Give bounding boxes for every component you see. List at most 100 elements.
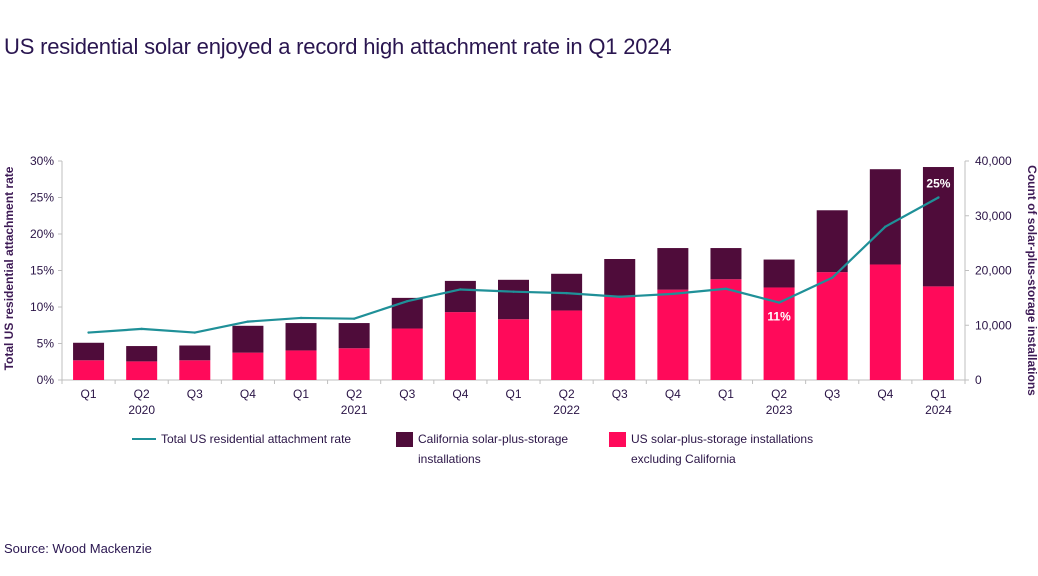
bar-us-excl-california [869, 264, 901, 380]
line-point [459, 288, 462, 291]
x-tick-label: Q4 [877, 387, 893, 401]
x-tick-label: Q4 [240, 387, 256, 401]
bar-california [391, 297, 423, 329]
y-axis-title-left: Total US residential attachment rate [2, 166, 16, 370]
bar-us-excl-california [232, 352, 264, 380]
bar-california [444, 280, 476, 313]
bar-us-excl-california [391, 328, 423, 380]
line-point [140, 327, 143, 331]
x-year-label: 2020 [128, 403, 155, 417]
x-year-label: 2023 [766, 403, 793, 417]
chart-line [87, 196, 940, 334]
legend-line-swatch [132, 438, 156, 440]
x-tick-label: Q1 [505, 387, 521, 401]
bar-california [816, 210, 848, 273]
line-point [831, 276, 834, 279]
x-tick-label: Q3 [187, 387, 203, 401]
bar-california [604, 259, 636, 296]
bar-us-excl-california [922, 286, 954, 380]
line-point [512, 290, 515, 293]
bar-us-excl-california [604, 295, 636, 380]
y-tick-label-right: 20,000 [975, 264, 1012, 278]
y-tick-label-right: 40,000 [975, 154, 1012, 168]
bar-us-excl-california [179, 360, 211, 380]
legend-label: Total US residential attachment rate [161, 432, 352, 446]
line-point [246, 320, 250, 323]
bar-california [657, 248, 689, 290]
x-year-label: 2022 [553, 403, 580, 417]
bar-us-excl-california [126, 361, 158, 380]
y-tick-label-left: 0% [37, 373, 55, 387]
x-tick-label: Q1 [930, 387, 946, 401]
bar-california [73, 342, 105, 361]
x-tick-label: Q2 [771, 387, 787, 401]
line-point [565, 291, 568, 295]
line-point [299, 316, 303, 320]
bar-california [710, 248, 742, 280]
bar-us-excl-california [710, 279, 742, 380]
chart-bars [73, 167, 954, 380]
x-tick-label: Q2 [559, 387, 575, 401]
source-note: Source: Wood Mackenzie [4, 541, 152, 556]
x-year-label: 2021 [341, 403, 368, 417]
x-tick-label: Q1 [293, 387, 309, 401]
y-tick-label-left: 25% [30, 191, 54, 205]
chart-labels: 11% 25% [767, 177, 950, 324]
line-point [884, 225, 887, 228]
bar-us-excl-california [816, 272, 848, 380]
x-tick-label: Q3 [399, 387, 415, 401]
x-tick-label: Q2 [346, 387, 362, 401]
x-tick-label: Q1 [718, 387, 734, 401]
line-point [618, 295, 621, 298]
legend-bar-swatch [396, 432, 413, 447]
x-tick-label: Q1 [81, 387, 97, 401]
y-tick-label-right: 10,000 [975, 318, 1012, 332]
data-label: 25% [926, 177, 950, 191]
x-tick-label: Q2 [134, 387, 150, 401]
line-point [406, 299, 409, 303]
y-tick-label-right: 30,000 [975, 209, 1012, 223]
y-tick-label-left: 5% [37, 337, 55, 351]
line-point [777, 301, 781, 304]
line-point [937, 196, 940, 199]
line-point [724, 287, 728, 290]
line-point [671, 292, 675, 296]
bar-california [869, 169, 901, 265]
bar-california [498, 279, 529, 320]
x-tick-label: Q4 [452, 387, 468, 401]
bar-california [179, 345, 211, 361]
bar-us-excl-california [338, 348, 370, 380]
bar-california [922, 167, 954, 287]
line-point [352, 317, 356, 320]
legend-label: California solar-plus-storage installati… [418, 432, 569, 466]
bar-california [338, 323, 370, 349]
bar-us-excl-california [763, 287, 795, 380]
line-point [87, 331, 90, 334]
y-tick-label-left: 20% [30, 227, 54, 241]
bar-california [285, 323, 317, 351]
bar-us-excl-california [498, 319, 529, 380]
chart-axes: 0% 5% 10% 15% 20% 25% 30% 0 10,000 20,000 30,000 40… [2, 154, 1038, 417]
data-label: 11% [767, 310, 791, 324]
y-tick-label-left: 30% [30, 154, 54, 168]
bar-california [232, 325, 264, 353]
line-point [193, 331, 196, 334]
bar-us-excl-california [551, 310, 583, 380]
y-axis-title-right: Count of solar-plus-storage installation… [1025, 165, 1038, 396]
x-tick-label: Q3 [612, 387, 628, 401]
legend-bar-swatch [609, 432, 626, 447]
x-tick-label: Q4 [665, 387, 681, 401]
bar-us-excl-california [657, 289, 689, 380]
x-year-label: 2024 [925, 403, 952, 417]
legend-label: US solar-plus-storage installations excl… [631, 432, 814, 466]
y-tick-label-left: 10% [30, 300, 54, 314]
bar-california [126, 346, 158, 362]
bar-california [763, 259, 795, 288]
chart-title: US residential solar enjoyed a record hi… [4, 34, 672, 59]
y-tick-label-left: 15% [30, 264, 54, 278]
bar-us-excl-california [73, 360, 105, 380]
y-tick-label-right: 0 [975, 373, 982, 387]
bar-us-excl-california [285, 350, 317, 380]
x-tick-label: Q3 [824, 387, 840, 401]
